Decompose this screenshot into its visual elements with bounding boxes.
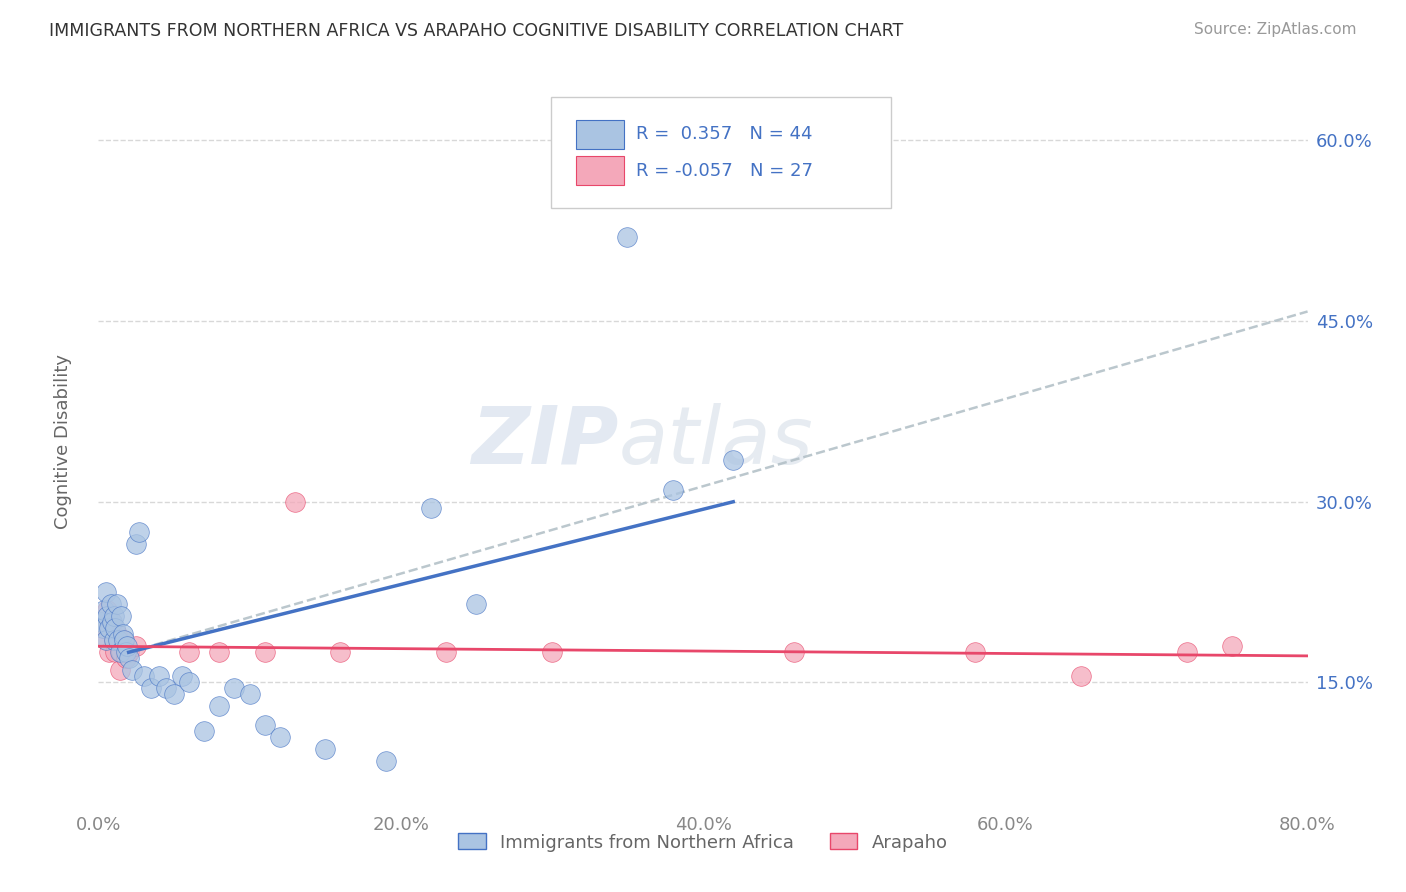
Point (105, 627, 128, 641)
Point (1175, 645, 1198, 659)
Point (98, 645, 121, 659)
Point (110, 609, 132, 624)
Point (110, 645, 132, 659)
Text: IMMIGRANTS FROM NORTHERN AFRICA VS ARAPAHO COGNITIVE DISABILITY CORRELATION CHAR: IMMIGRANTS FROM NORTHERN AFRICA VS ARAPA… (49, 22, 904, 40)
Point (96, 609, 118, 624)
Point (465, 597, 488, 611)
Point (104, 645, 127, 659)
Point (179, 645, 201, 659)
Point (148, 669, 170, 683)
Point (103, 633, 125, 648)
Point (284, 494, 307, 508)
Point (141, 681, 163, 696)
Point (314, 741, 336, 756)
Point (108, 645, 131, 659)
Point (193, 723, 215, 738)
Point (208, 699, 231, 714)
Point (661, 483, 683, 497)
Point (239, 687, 262, 701)
Point (111, 633, 134, 648)
Y-axis label: Cognitive Disability: Cognitive Disability (53, 354, 72, 529)
Point (253, 645, 276, 659)
Point (118, 651, 141, 665)
Point (112, 633, 135, 648)
Point (965, 645, 987, 659)
Point (96, 603, 118, 617)
Point (163, 687, 186, 701)
Point (128, 524, 150, 539)
Point (224, 681, 246, 696)
Point (1220, 639, 1243, 653)
Text: R =  0.357   N = 44: R = 0.357 N = 44 (637, 126, 813, 144)
Point (91, 621, 114, 635)
Point (125, 537, 148, 551)
Legend: Immigrants from Northern Africa, Arapaho: Immigrants from Northern Africa, Arapaho (451, 826, 955, 859)
Point (94, 585, 117, 599)
Point (101, 615, 124, 630)
Point (94, 633, 117, 648)
Point (101, 615, 124, 630)
Point (329, 645, 352, 659)
Point (108, 664, 131, 678)
Point (374, 754, 396, 768)
Point (420, 500, 443, 515)
Text: Source: ZipAtlas.com: Source: ZipAtlas.com (1194, 22, 1357, 37)
Point (1070, 669, 1092, 683)
Point (723, 452, 745, 467)
Point (125, 639, 148, 653)
Point (98, 621, 121, 635)
Text: R = -0.057   N = 27: R = -0.057 N = 27 (637, 161, 814, 179)
Point (179, 675, 201, 690)
Point (91, 621, 114, 635)
Point (114, 645, 136, 659)
Point (253, 717, 276, 731)
Point (155, 681, 177, 696)
Point (94, 633, 117, 648)
Point (121, 664, 143, 678)
Point (103, 609, 125, 624)
Point (93, 603, 115, 617)
Point (170, 669, 193, 683)
Point (107, 633, 129, 648)
Point (100, 621, 122, 635)
Text: atlas: atlas (619, 402, 813, 481)
Point (114, 651, 136, 665)
Point (269, 730, 291, 744)
Point (208, 645, 231, 659)
Point (90, 615, 112, 630)
Point (434, 645, 457, 659)
Point (100, 597, 122, 611)
Point (132, 669, 155, 683)
Point (104, 621, 127, 635)
Point (118, 645, 141, 659)
Point (105, 597, 128, 611)
Point (111, 627, 134, 641)
Point (616, 229, 638, 244)
Point (783, 645, 806, 659)
Point (540, 645, 562, 659)
Text: ZIP: ZIP (471, 402, 619, 481)
Point (115, 639, 138, 653)
Point (103, 633, 125, 648)
